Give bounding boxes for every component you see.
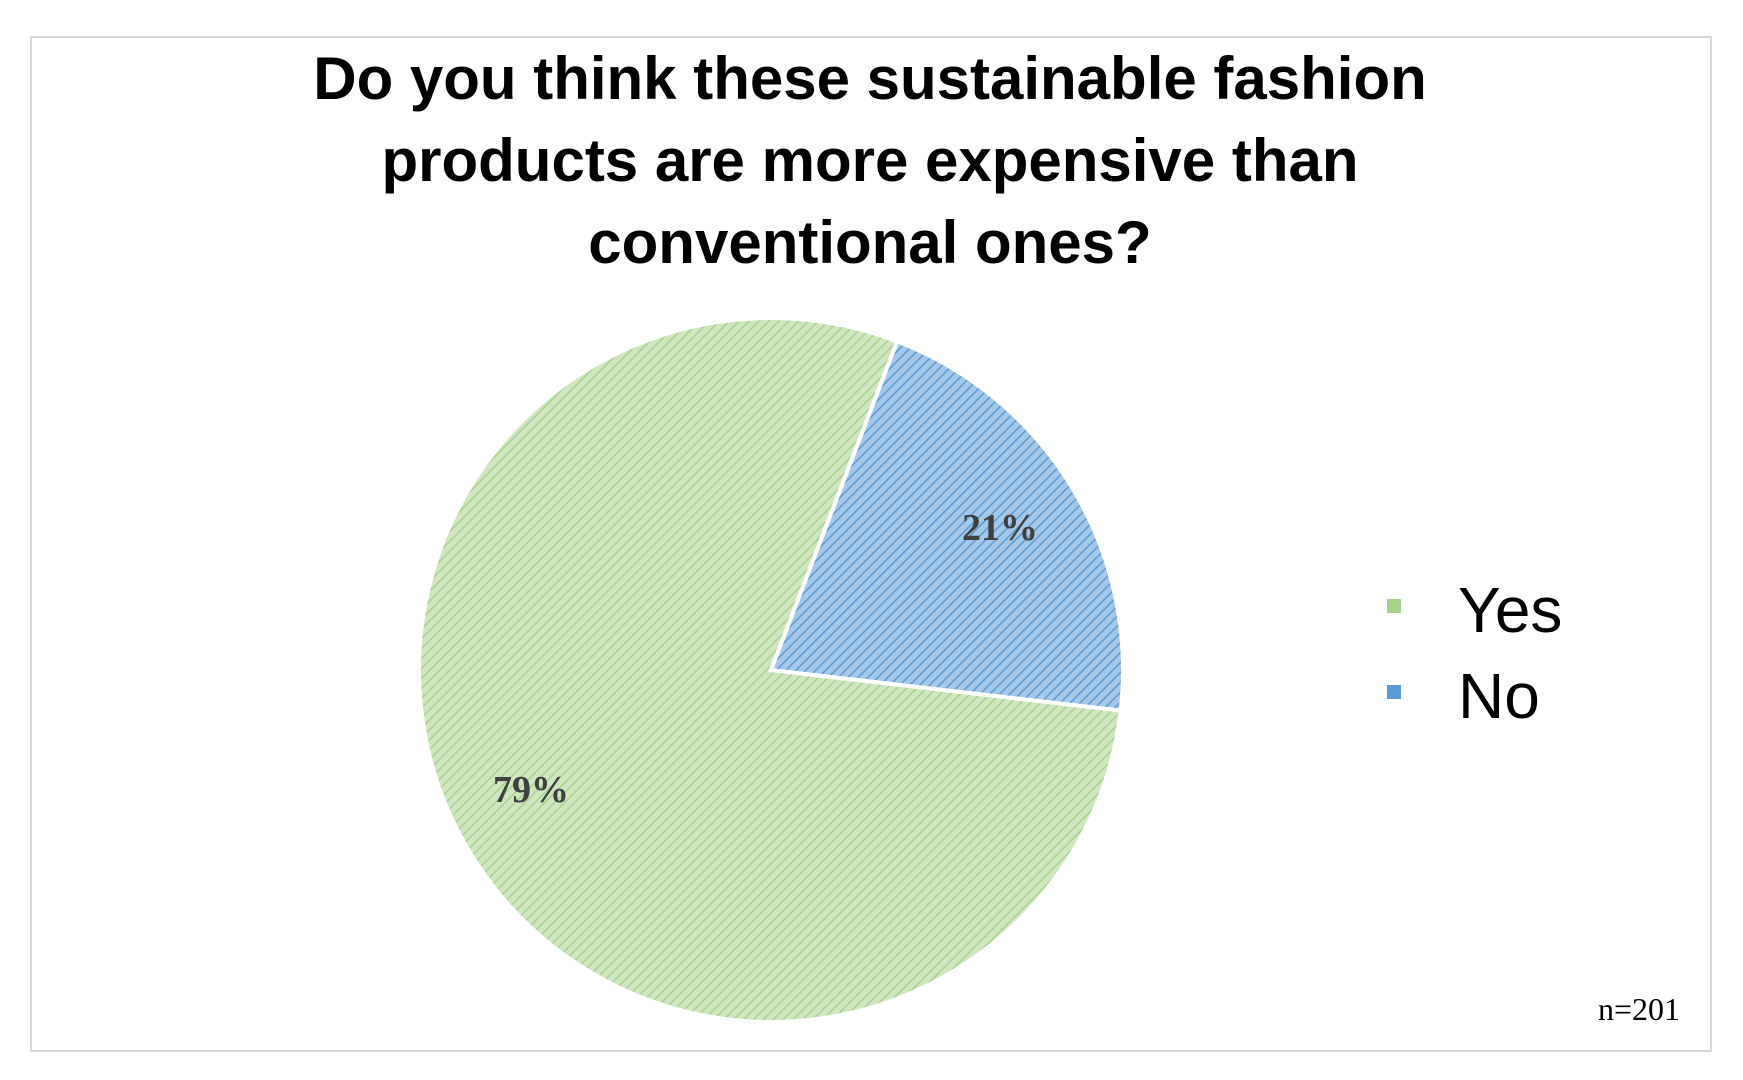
sample-size-note: n=201: [1598, 991, 1680, 1027]
pie-slice: [768, 338, 1125, 713]
legend-label: Yes: [1458, 574, 1562, 646]
legend-marker: [1387, 599, 1401, 613]
legend-marker: [1387, 685, 1401, 699]
chart-frame: [30, 36, 1712, 1052]
data-label: 21%: [962, 507, 1038, 549]
legend-label: No: [1458, 660, 1540, 732]
chart-title: Do you think these sustainable fashion p…: [313, 45, 1427, 276]
data-label: 79%: [493, 769, 569, 811]
